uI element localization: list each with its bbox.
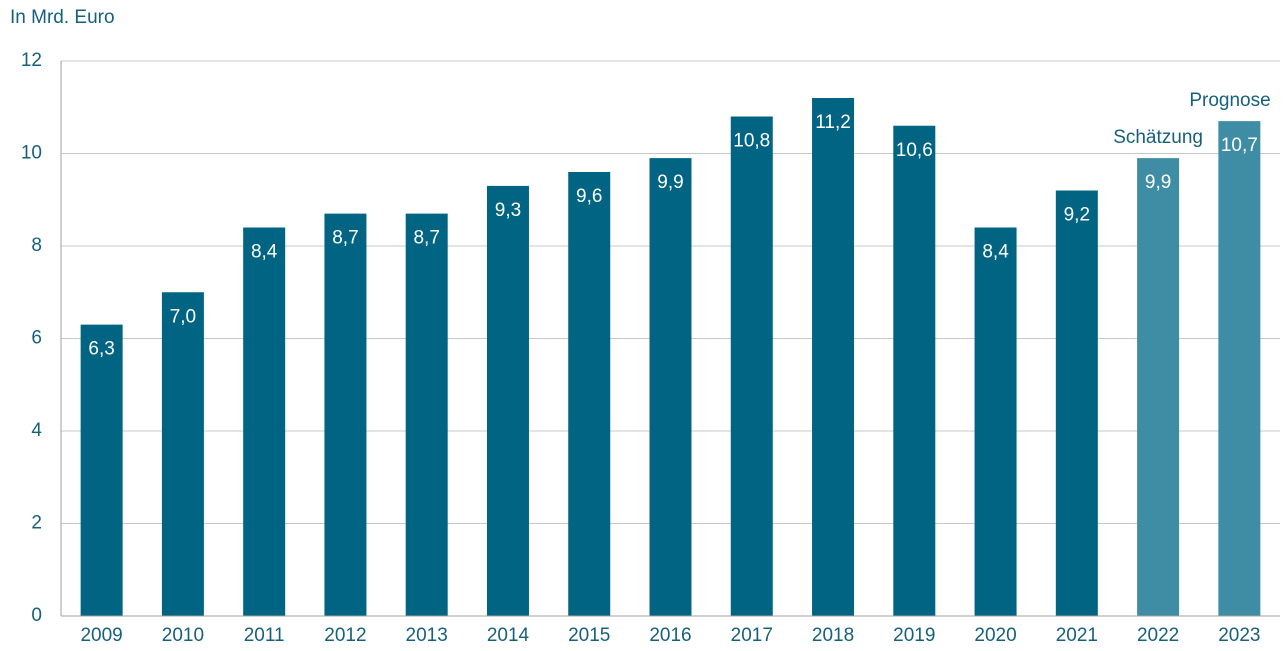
value-label: 9,9	[1145, 172, 1171, 193]
value-label: 9,3	[495, 200, 521, 221]
x-tick-label: 2012	[324, 625, 366, 646]
value-label: 8,4	[251, 242, 278, 263]
x-tick-label: 2011	[244, 625, 285, 646]
x-tick-label: 2017	[731, 625, 773, 646]
value-label: 8,7	[413, 228, 439, 249]
bar	[893, 125, 936, 616]
value-label: 8,4	[982, 242, 1009, 263]
value-label: 8,7	[332, 228, 358, 249]
bar	[568, 172, 611, 616]
bar	[730, 116, 773, 616]
bar	[405, 213, 448, 616]
x-tick-label: 2018	[812, 625, 854, 646]
value-label: 10,7	[1221, 135, 1258, 156]
bar	[324, 213, 367, 616]
bar	[486, 185, 529, 616]
x-tick-label: 2013	[406, 625, 448, 646]
y-tick-label: 4	[31, 420, 42, 441]
x-tick-label: 2014	[487, 625, 530, 646]
x-tick-label: 2010	[162, 625, 204, 646]
bar	[1137, 158, 1180, 616]
bar	[161, 292, 204, 616]
bar	[974, 227, 1017, 616]
value-label: 9,2	[1064, 205, 1090, 226]
y-tick-label: 12	[21, 50, 42, 71]
y-tick-label: 10	[21, 143, 42, 164]
value-label: 10,8	[733, 131, 770, 152]
bar	[243, 227, 286, 616]
x-tick-label: 2015	[568, 625, 610, 646]
y-axis-label: In Mrd. Euro	[10, 7, 115, 28]
x-tick-label: 2016	[649, 625, 691, 646]
x-tick-label: 2022	[1137, 625, 1179, 646]
bar	[1055, 190, 1098, 616]
value-label: 11,2	[815, 112, 851, 133]
value-label: 6,3	[88, 339, 114, 360]
bar	[1218, 121, 1261, 616]
x-tick-label: 2020	[974, 625, 1016, 646]
bar	[80, 324, 123, 616]
value-label: 9,9	[657, 172, 683, 193]
bar	[649, 158, 692, 616]
x-tick-label: 2021	[1056, 625, 1098, 646]
annotation: Schätzung	[1113, 127, 1203, 148]
y-tick-label: 0	[31, 605, 42, 626]
x-tick-label: 2023	[1218, 625, 1260, 646]
y-tick-label: 6	[31, 328, 42, 349]
value-label: 9,6	[576, 186, 602, 207]
annotation: Prognose	[1189, 90, 1270, 111]
value-label: 7,0	[170, 306, 196, 327]
x-tick-label: 2009	[80, 625, 122, 646]
y-tick-label: 2	[31, 513, 42, 534]
bar	[812, 98, 855, 616]
value-label: 10,6	[896, 140, 933, 161]
y-tick-label: 8	[31, 235, 42, 256]
x-tick-label: 2019	[893, 625, 935, 646]
